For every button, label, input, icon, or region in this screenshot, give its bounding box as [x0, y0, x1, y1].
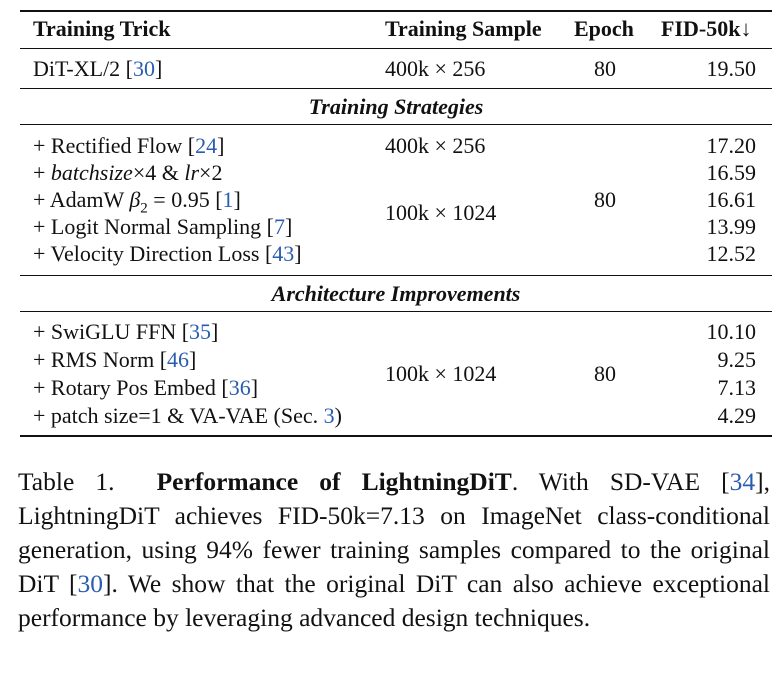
table-caption: Table 1. Performance of LightningDiT. Wi…	[18, 467, 770, 632]
header-rule	[20, 48, 772, 49]
citation-link[interactable]: 36	[228, 375, 251, 400]
fid-value: 12.52	[706, 241, 757, 266]
citation-link[interactable]: 30	[133, 56, 156, 81]
header-training-trick: Training Trick	[33, 16, 171, 41]
citation-link[interactable]: 24	[195, 133, 218, 158]
section1-epoch: 80	[594, 187, 616, 212]
section1-bottom-rule	[20, 124, 772, 125]
citation-link[interactable]: 1	[222, 187, 234, 212]
table-row-patch-size: + patch size=1 & VA-VAE (Sec. 3)	[33, 403, 342, 428]
citation-link[interactable]: 34	[729, 467, 756, 496]
header-fid: FID-50k↓	[661, 16, 752, 41]
section1-sample-mid: 100k × 1024	[385, 200, 497, 225]
citation-link[interactable]: 30	[77, 569, 104, 598]
table-row-batchsize: + batchsize×4 & lr×2	[33, 160, 223, 185]
table-row-adamw: + AdamW β2 = 0.95 [1]	[33, 187, 241, 217]
fid-value: 16.61	[706, 187, 757, 212]
table-row-swiglu: + SwiGLU FFN [35]	[33, 319, 219, 344]
table-row-rms-norm: + RMS Norm [46]	[33, 347, 197, 372]
caption-label: Table 1.	[18, 467, 115, 496]
baseline-epoch: 80	[594, 56, 616, 81]
table-row-velocity-loss: + Velocity Direction Loss [43]	[33, 241, 302, 266]
citation-link[interactable]: 7	[273, 214, 285, 239]
table-row-logit-normal: + Logit Normal Sampling [7]	[33, 214, 293, 239]
fid-value: 10.10	[706, 319, 757, 344]
caption-bold-title: Performance of LightningDiT	[156, 467, 512, 496]
section1-sample-top: 400k × 256	[385, 133, 486, 158]
header-epoch: Epoch	[574, 16, 634, 41]
section1-top-rule	[20, 88, 772, 89]
citation-link[interactable]: 35	[189, 319, 212, 344]
section2-top-rule	[20, 275, 772, 276]
table-row-rotary-pos: + Rotary Pos Embed [36]	[33, 375, 259, 400]
citation-link[interactable]: 43	[272, 241, 295, 266]
citation-link[interactable]: 3	[323, 403, 335, 428]
section2-epoch: 80	[594, 361, 616, 386]
table-row-rectified-flow: + Rectified Flow [24]	[33, 133, 225, 158]
section-title-training-strategies: Training Strategies	[308, 94, 484, 119]
citation-link[interactable]: 46	[167, 347, 190, 372]
section2-sample: 100k × 1024	[385, 361, 497, 386]
table-top-rule	[20, 10, 772, 12]
fid-value: 16.59	[706, 160, 757, 185]
table-bottom-rule	[20, 435, 772, 437]
fid-value: 13.99	[706, 214, 757, 239]
section2-bottom-rule	[20, 311, 772, 312]
fid-value: 7.13	[717, 375, 757, 400]
baseline-sample: 400k × 256	[385, 56, 486, 81]
fid-value: 9.25	[717, 347, 757, 372]
section-title-architecture-improvements: Architecture Improvements	[271, 281, 521, 306]
baseline-fid: 19.50	[706, 56, 757, 81]
fid-value: 17.20	[706, 133, 757, 158]
header-training-sample: Training Sample	[385, 16, 542, 41]
fid-value: 4.29	[717, 403, 757, 428]
baseline-trick: DiT-XL/2 [30]	[33, 56, 163, 81]
